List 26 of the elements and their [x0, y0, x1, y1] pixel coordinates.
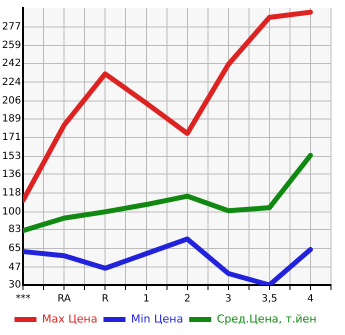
y-tick-label: 118: [2, 188, 22, 199]
x-tick-label: 1: [143, 294, 150, 305]
y-tick-label: 100: [2, 206, 22, 218]
x-tick-label: 2: [184, 294, 190, 305]
y-tick-label: 30: [8, 280, 22, 291]
y-tick-label: 171: [2, 132, 22, 144]
legend-label: Min Цена: [130, 312, 184, 326]
x-tick-label: R: [102, 294, 109, 305]
y-tick-label: 259: [2, 40, 22, 52]
y-tick-label: 47: [8, 262, 22, 273]
y-tick-label: 65: [8, 243, 22, 254]
y-tick-label: 224: [2, 76, 22, 88]
y-tick-label: 153: [2, 151, 22, 162]
y-tick-label: 242: [2, 58, 22, 69]
y-tick-label: 136: [2, 168, 22, 180]
x-tick-label: 3,5: [261, 294, 278, 305]
y-tick-label: 189: [2, 113, 22, 124]
x-tick-label: 4: [307, 294, 314, 305]
legend-label: Сред.Цена, т.йен: [216, 312, 317, 326]
x-tick-label: ***: [16, 294, 31, 305]
x-tick-label: RA: [57, 294, 71, 305]
y-tick-label: 83: [8, 224, 22, 236]
y-tick-label: 277: [2, 21, 22, 32]
y-tick-label: 206: [2, 96, 22, 107]
legend-label: Max Цена: [42, 312, 98, 326]
x-tick-label: 3: [225, 294, 232, 305]
